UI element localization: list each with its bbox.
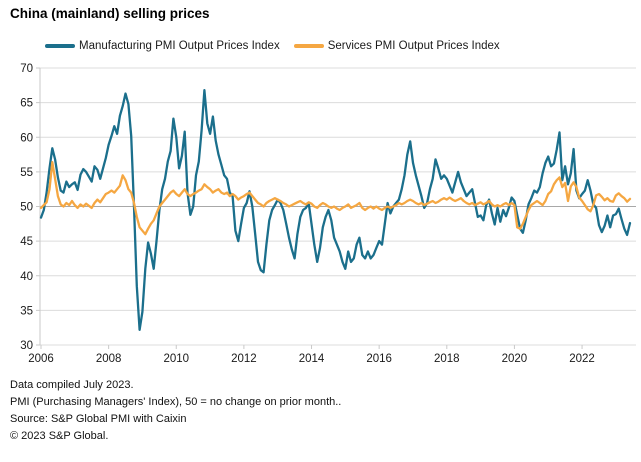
x-axis-label: 2014 — [299, 353, 325, 365]
x-axis-label: 2020 — [502, 353, 528, 365]
chart-footnotes: Data compiled July 2023. PMI (Purchasing… — [10, 377, 341, 445]
legend-label: Services PMI Output Prices Index — [327, 40, 500, 52]
y-axis-label: 50 — [20, 202, 33, 214]
y-axis-label: 60 — [20, 132, 33, 144]
footnote-compiled: Data compiled July 2023. — [10, 379, 134, 391]
x-axis-label: 2006 — [28, 353, 54, 365]
y-axis-label: 40 — [20, 271, 33, 283]
legend-item-manufacturing: Manufacturing PMI Output Prices Index — [45, 40, 280, 52]
legend-label: Manufacturing PMI Output Prices Index — [79, 40, 280, 52]
y-axis-label: 45 — [20, 236, 33, 248]
services-line-swatch — [293, 44, 324, 48]
x-axis-label: 2008 — [96, 353, 122, 365]
x-axis-label: 2016 — [366, 353, 392, 365]
y-axis-label: 55 — [20, 167, 33, 179]
footnote-pmi-definition: PMI (Purchasing Managers' Index), 50 = n… — [10, 396, 342, 408]
y-axis-label: 65 — [20, 98, 33, 110]
x-axis-label: 2022 — [569, 353, 595, 365]
x-axis-label: 2010 — [163, 353, 189, 365]
x-axis-label: 2018 — [434, 353, 460, 365]
chart-legend: Manufacturing PMI Output Prices Index Se… — [45, 40, 500, 52]
chart-canvas: 30 35 40 45 50 55 60 65 70 2006 2008 2010 2012 2014 20… — [20, 63, 636, 365]
legend-item-services: Services PMI Output Prices Index — [293, 40, 500, 52]
manufacturing-line — [39, 89, 632, 331]
y-axis-label: 35 — [20, 305, 33, 317]
page-title: China (mainland) selling prices — [10, 6, 210, 21]
x-axis-label: 2012 — [231, 353, 257, 365]
manufacturing-line-swatch — [45, 44, 75, 48]
y-axis-label: 70 — [20, 63, 33, 75]
services-line — [39, 161, 632, 236]
chart-area: 30 35 40 45 50 55 60 65 70 2006 2008 2010 2012 2014 20… — [0, 58, 641, 373]
footnote-source: Source: S&P Global PMI with Caixin — [10, 413, 187, 425]
y-axis-label: 30 — [20, 340, 33, 352]
footnote-copyright: © 2023 S&P Global. — [10, 430, 109, 442]
